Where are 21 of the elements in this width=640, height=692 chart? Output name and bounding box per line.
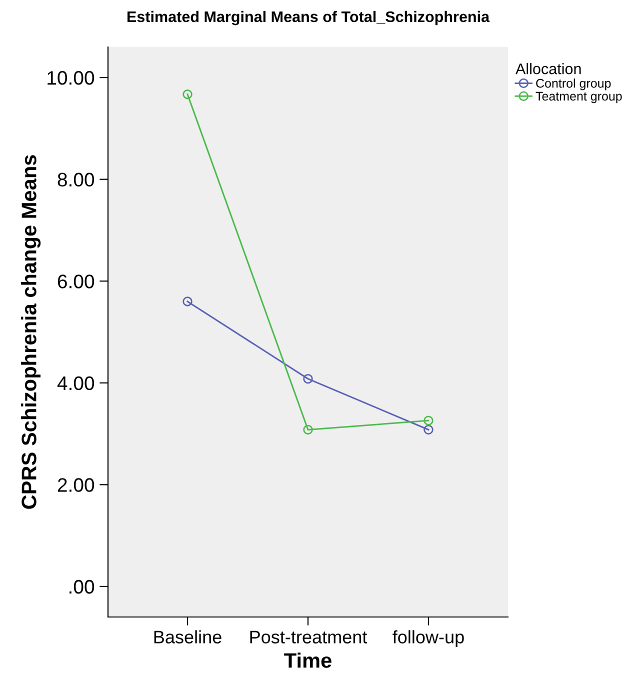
legend-title: Allocation bbox=[516, 63, 581, 74]
legend-label: Control group bbox=[536, 78, 611, 90]
x-axis-title: Time bbox=[284, 652, 332, 668]
x-tick-label: Baseline bbox=[154, 630, 222, 644]
point bbox=[303, 374, 313, 384]
x-tick-label: Post-treatment bbox=[250, 630, 368, 644]
y-tick-label: 10.00 bbox=[48, 71, 94, 85]
y-tick-label: 2.00 bbox=[58, 478, 94, 492]
x-tick-label: follow-up bbox=[392, 630, 464, 648]
chart-title: Estimated Marginal Means of Total_Schizophrenia bbox=[128, 10, 490, 26]
point bbox=[424, 424, 434, 435]
point bbox=[182, 296, 192, 306]
y-tick-label: 4.00 bbox=[57, 376, 94, 390]
point bbox=[303, 424, 313, 435]
y-tick-label: 6.00 bbox=[58, 274, 94, 288]
point bbox=[424, 416, 434, 426]
legend-label: Teatment group bbox=[536, 92, 622, 104]
y-tick-label: 8.00 bbox=[58, 172, 94, 187]
y-axis-title: CPRS Schizophrenia change Means bbox=[21, 155, 41, 509]
point bbox=[182, 89, 192, 100]
y-tick-label: .00 bbox=[70, 580, 94, 594]
